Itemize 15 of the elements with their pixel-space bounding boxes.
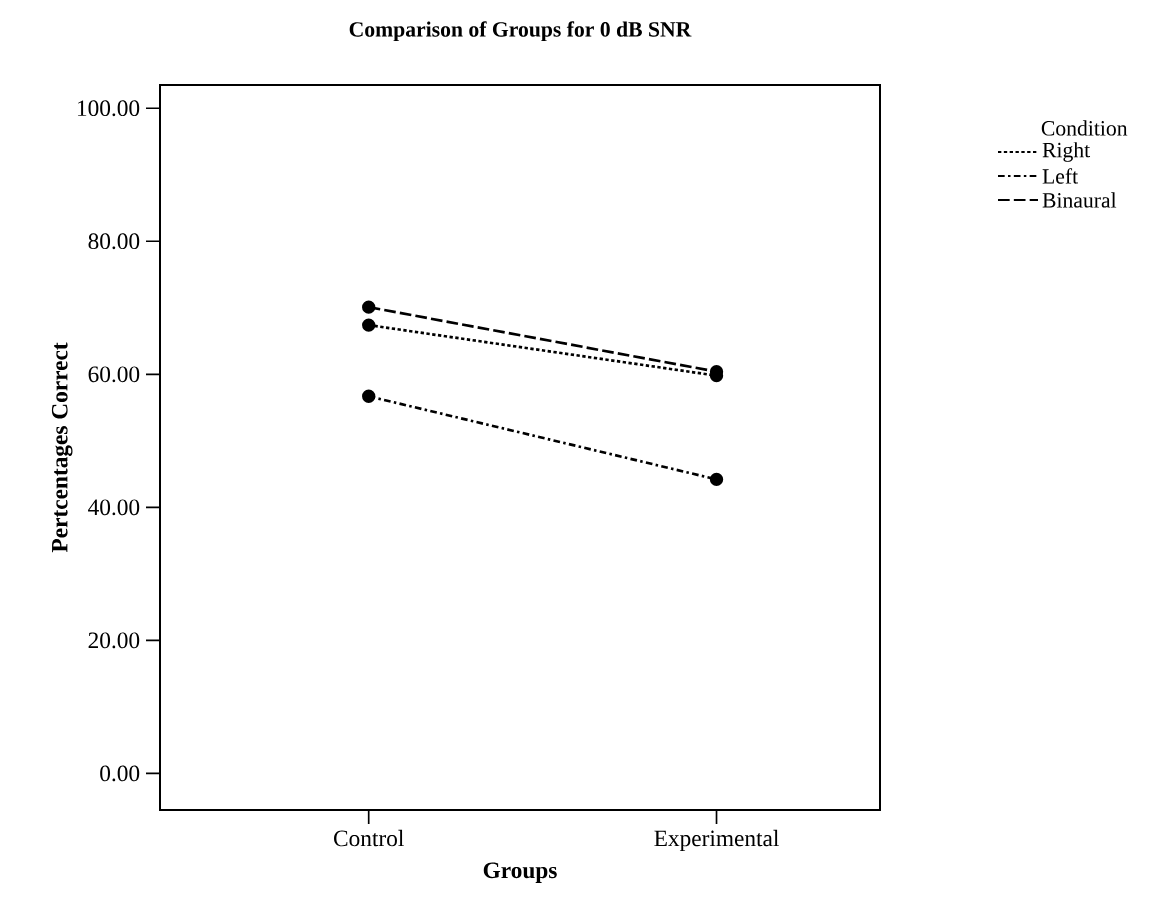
y-tick-label: 20.00 (88, 632, 140, 649)
legend-label: Binaural (1042, 192, 1117, 208)
x-tick-label: Experimental (654, 829, 779, 852)
y-tick-label: 40.00 (88, 499, 140, 516)
legend-label: Right (1042, 142, 1091, 162)
y-axis-title: Pertcentages Correct (51, 342, 73, 553)
y-tick-label: 80.00 (88, 233, 140, 250)
x-axis-title: Groups (483, 862, 557, 883)
legend-title: Condition (1041, 120, 1128, 136)
chart-title: Comparison of Groups for 0 dB SNR (349, 21, 692, 42)
y-tick-label: 60.00 (88, 366, 140, 383)
y-tick-label: 100.00 (77, 100, 140, 117)
legend-label: Left (1042, 168, 1078, 184)
y-tick-label: 0.00 (100, 765, 140, 782)
x-tick-label: Control (334, 829, 404, 847)
